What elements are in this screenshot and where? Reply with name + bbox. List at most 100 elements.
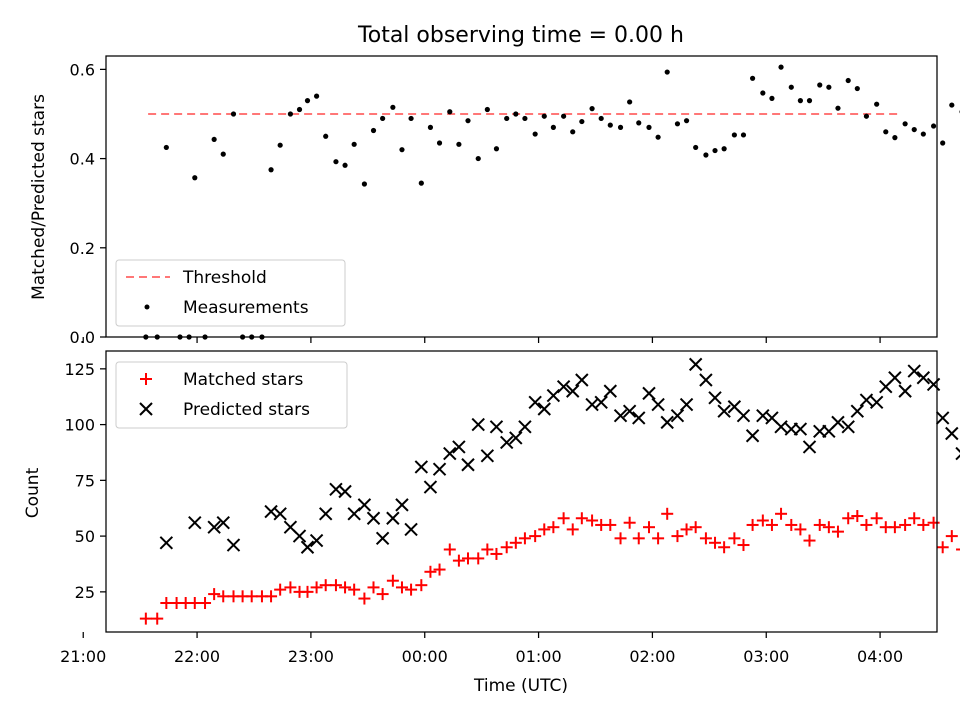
predicted-star-point <box>793 422 808 436</box>
predicted-x-stroke <box>338 484 352 499</box>
predicted-star-point <box>499 435 514 450</box>
predicted-star-point <box>642 386 656 401</box>
measurements-legend-swatch <box>144 304 150 310</box>
predicted-legend-label: Predicted stars <box>183 400 310 420</box>
measurement-point <box>296 106 303 113</box>
matched-star-point <box>803 534 816 547</box>
predicted-x-stroke <box>745 429 760 443</box>
predicted-x-stroke <box>679 397 694 412</box>
bottom-y-tick-label: 50 <box>75 527 95 546</box>
matched-star-point <box>586 514 599 527</box>
matched-star-point <box>500 541 513 554</box>
measurement-point <box>627 99 633 105</box>
predicted-star-point <box>375 531 390 546</box>
predicted-star-point <box>566 384 580 398</box>
predicted-star-point <box>745 429 760 443</box>
predicted-x-stroke <box>603 384 617 398</box>
matched-star-point <box>642 521 655 534</box>
matched-star-point <box>386 574 399 587</box>
top-plot-frame <box>105 55 938 338</box>
predicted-x-stroke <box>935 411 950 425</box>
measurement-point <box>902 121 908 127</box>
measurement-point <box>579 118 585 125</box>
predicted-x-stroke <box>727 400 742 414</box>
matched-star-point <box>652 532 665 545</box>
predicted-x-stroke <box>216 516 230 530</box>
predicted-x-stroke <box>480 449 495 463</box>
predicted-x-stroke <box>841 420 855 434</box>
measurements-legend-label: Measurements <box>183 298 309 318</box>
bottom-y-tick-label: 125 <box>64 360 95 379</box>
matched-star-point <box>746 518 759 531</box>
matched-star-point <box>376 588 389 601</box>
measurement-point <box>277 142 283 148</box>
measurement-point <box>465 118 471 124</box>
predicted-star-point <box>841 420 855 434</box>
measurement-point <box>268 167 274 173</box>
predicted-x-stroke <box>802 440 817 454</box>
matched-star-point <box>481 543 494 556</box>
predicted-star-point <box>528 395 542 410</box>
measurement-point <box>892 135 898 141</box>
predicted-star-point <box>537 402 551 416</box>
measurement-point <box>683 118 690 124</box>
matched-legend-swatch <box>140 373 152 385</box>
matched-star-point <box>301 585 314 598</box>
matched-star-point <box>348 583 361 596</box>
matched-star-point <box>632 532 645 545</box>
matched-star-point <box>604 518 617 531</box>
matched-star-point <box>199 597 212 610</box>
predicted-x-stroke <box>670 408 685 423</box>
threshold-legend-label: Threshold <box>182 268 267 288</box>
predicted-star-point <box>613 408 628 423</box>
predicted-star-point <box>386 511 400 525</box>
matched-star-point <box>813 518 826 531</box>
predicted-x-stroke <box>395 498 409 512</box>
predicted-star-point <box>907 364 921 378</box>
predicted-legend-swatch <box>139 402 153 416</box>
measurement-point <box>874 101 880 107</box>
predicted-x-stroke <box>850 404 865 418</box>
predicted-star-point <box>869 395 884 410</box>
predicted-star-point <box>471 417 485 432</box>
predicted-star-point <box>480 449 495 463</box>
measurement-point <box>456 141 462 147</box>
predicted-star-point <box>688 357 703 372</box>
predicted-star-point <box>461 458 475 472</box>
predicted-x-stroke <box>366 511 381 525</box>
x-tick-label: 23:00 <box>288 647 334 666</box>
matched-star-point <box>529 530 542 543</box>
measurement-point <box>740 132 747 138</box>
predicted-star-point <box>831 415 845 430</box>
bottom-plot-marks <box>139 357 960 625</box>
predicted-star-point <box>575 373 589 387</box>
predicted-x-stroke <box>575 373 589 387</box>
predicted-x-stroke <box>907 364 921 378</box>
predicted-x-stroke <box>292 529 307 543</box>
predicted-star-point <box>556 379 571 394</box>
measurement-point <box>589 106 595 112</box>
matched-star-point <box>956 548 960 551</box>
predicted-x-stroke <box>423 480 438 494</box>
matched-star-point <box>208 588 221 601</box>
top-y-tick-label: 0.0 <box>70 328 95 347</box>
matched-star-point <box>680 523 693 536</box>
top-y-tick-label: 0.2 <box>70 239 95 258</box>
matched-star-point <box>709 536 722 549</box>
predicted-x-stroke <box>537 402 551 416</box>
predicted-star-point <box>489 420 504 434</box>
predicted-star-point <box>935 411 950 425</box>
matched-star-point <box>319 579 332 592</box>
measurement-point <box>845 77 851 84</box>
predicted-x-stroke <box>831 415 845 430</box>
matched-star-point <box>472 552 485 565</box>
predicted-star-point <box>509 431 523 445</box>
measurement-point <box>664 69 670 75</box>
measurement-point <box>380 115 386 122</box>
predicted-star-point <box>850 404 865 418</box>
x-tick-label: 02:00 <box>629 647 675 666</box>
matched-star-point <box>917 518 930 531</box>
measurement-point <box>731 132 737 138</box>
matched-star-point <box>509 536 522 549</box>
predicted-star-point <box>916 371 931 385</box>
